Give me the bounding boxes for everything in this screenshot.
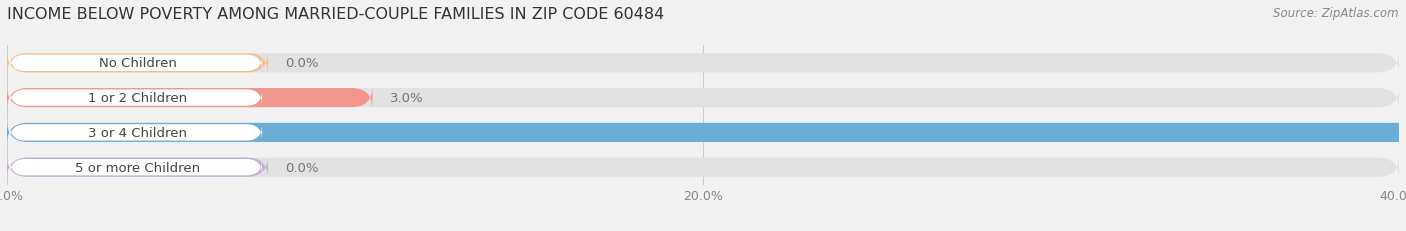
FancyBboxPatch shape	[7, 122, 1406, 144]
FancyBboxPatch shape	[7, 156, 269, 179]
FancyBboxPatch shape	[7, 87, 373, 109]
Text: 5 or more Children: 5 or more Children	[75, 161, 200, 174]
FancyBboxPatch shape	[10, 90, 262, 106]
Text: No Children: No Children	[98, 57, 177, 70]
Text: 0.0%: 0.0%	[285, 161, 319, 174]
Text: Source: ZipAtlas.com: Source: ZipAtlas.com	[1274, 7, 1399, 20]
FancyBboxPatch shape	[7, 122, 1399, 144]
Text: 3 or 4 Children: 3 or 4 Children	[89, 126, 187, 139]
Text: 1 or 2 Children: 1 or 2 Children	[89, 92, 187, 105]
Text: INCOME BELOW POVERTY AMONG MARRIED-COUPLE FAMILIES IN ZIP CODE 60484: INCOME BELOW POVERTY AMONG MARRIED-COUPL…	[7, 7, 664, 22]
FancyBboxPatch shape	[7, 156, 1399, 179]
FancyBboxPatch shape	[10, 159, 262, 176]
Text: 3.0%: 3.0%	[389, 92, 423, 105]
Text: 0.0%: 0.0%	[285, 57, 319, 70]
FancyBboxPatch shape	[7, 52, 269, 75]
FancyBboxPatch shape	[10, 125, 262, 141]
FancyBboxPatch shape	[7, 87, 1399, 109]
FancyBboxPatch shape	[7, 52, 1399, 75]
FancyBboxPatch shape	[10, 55, 262, 72]
